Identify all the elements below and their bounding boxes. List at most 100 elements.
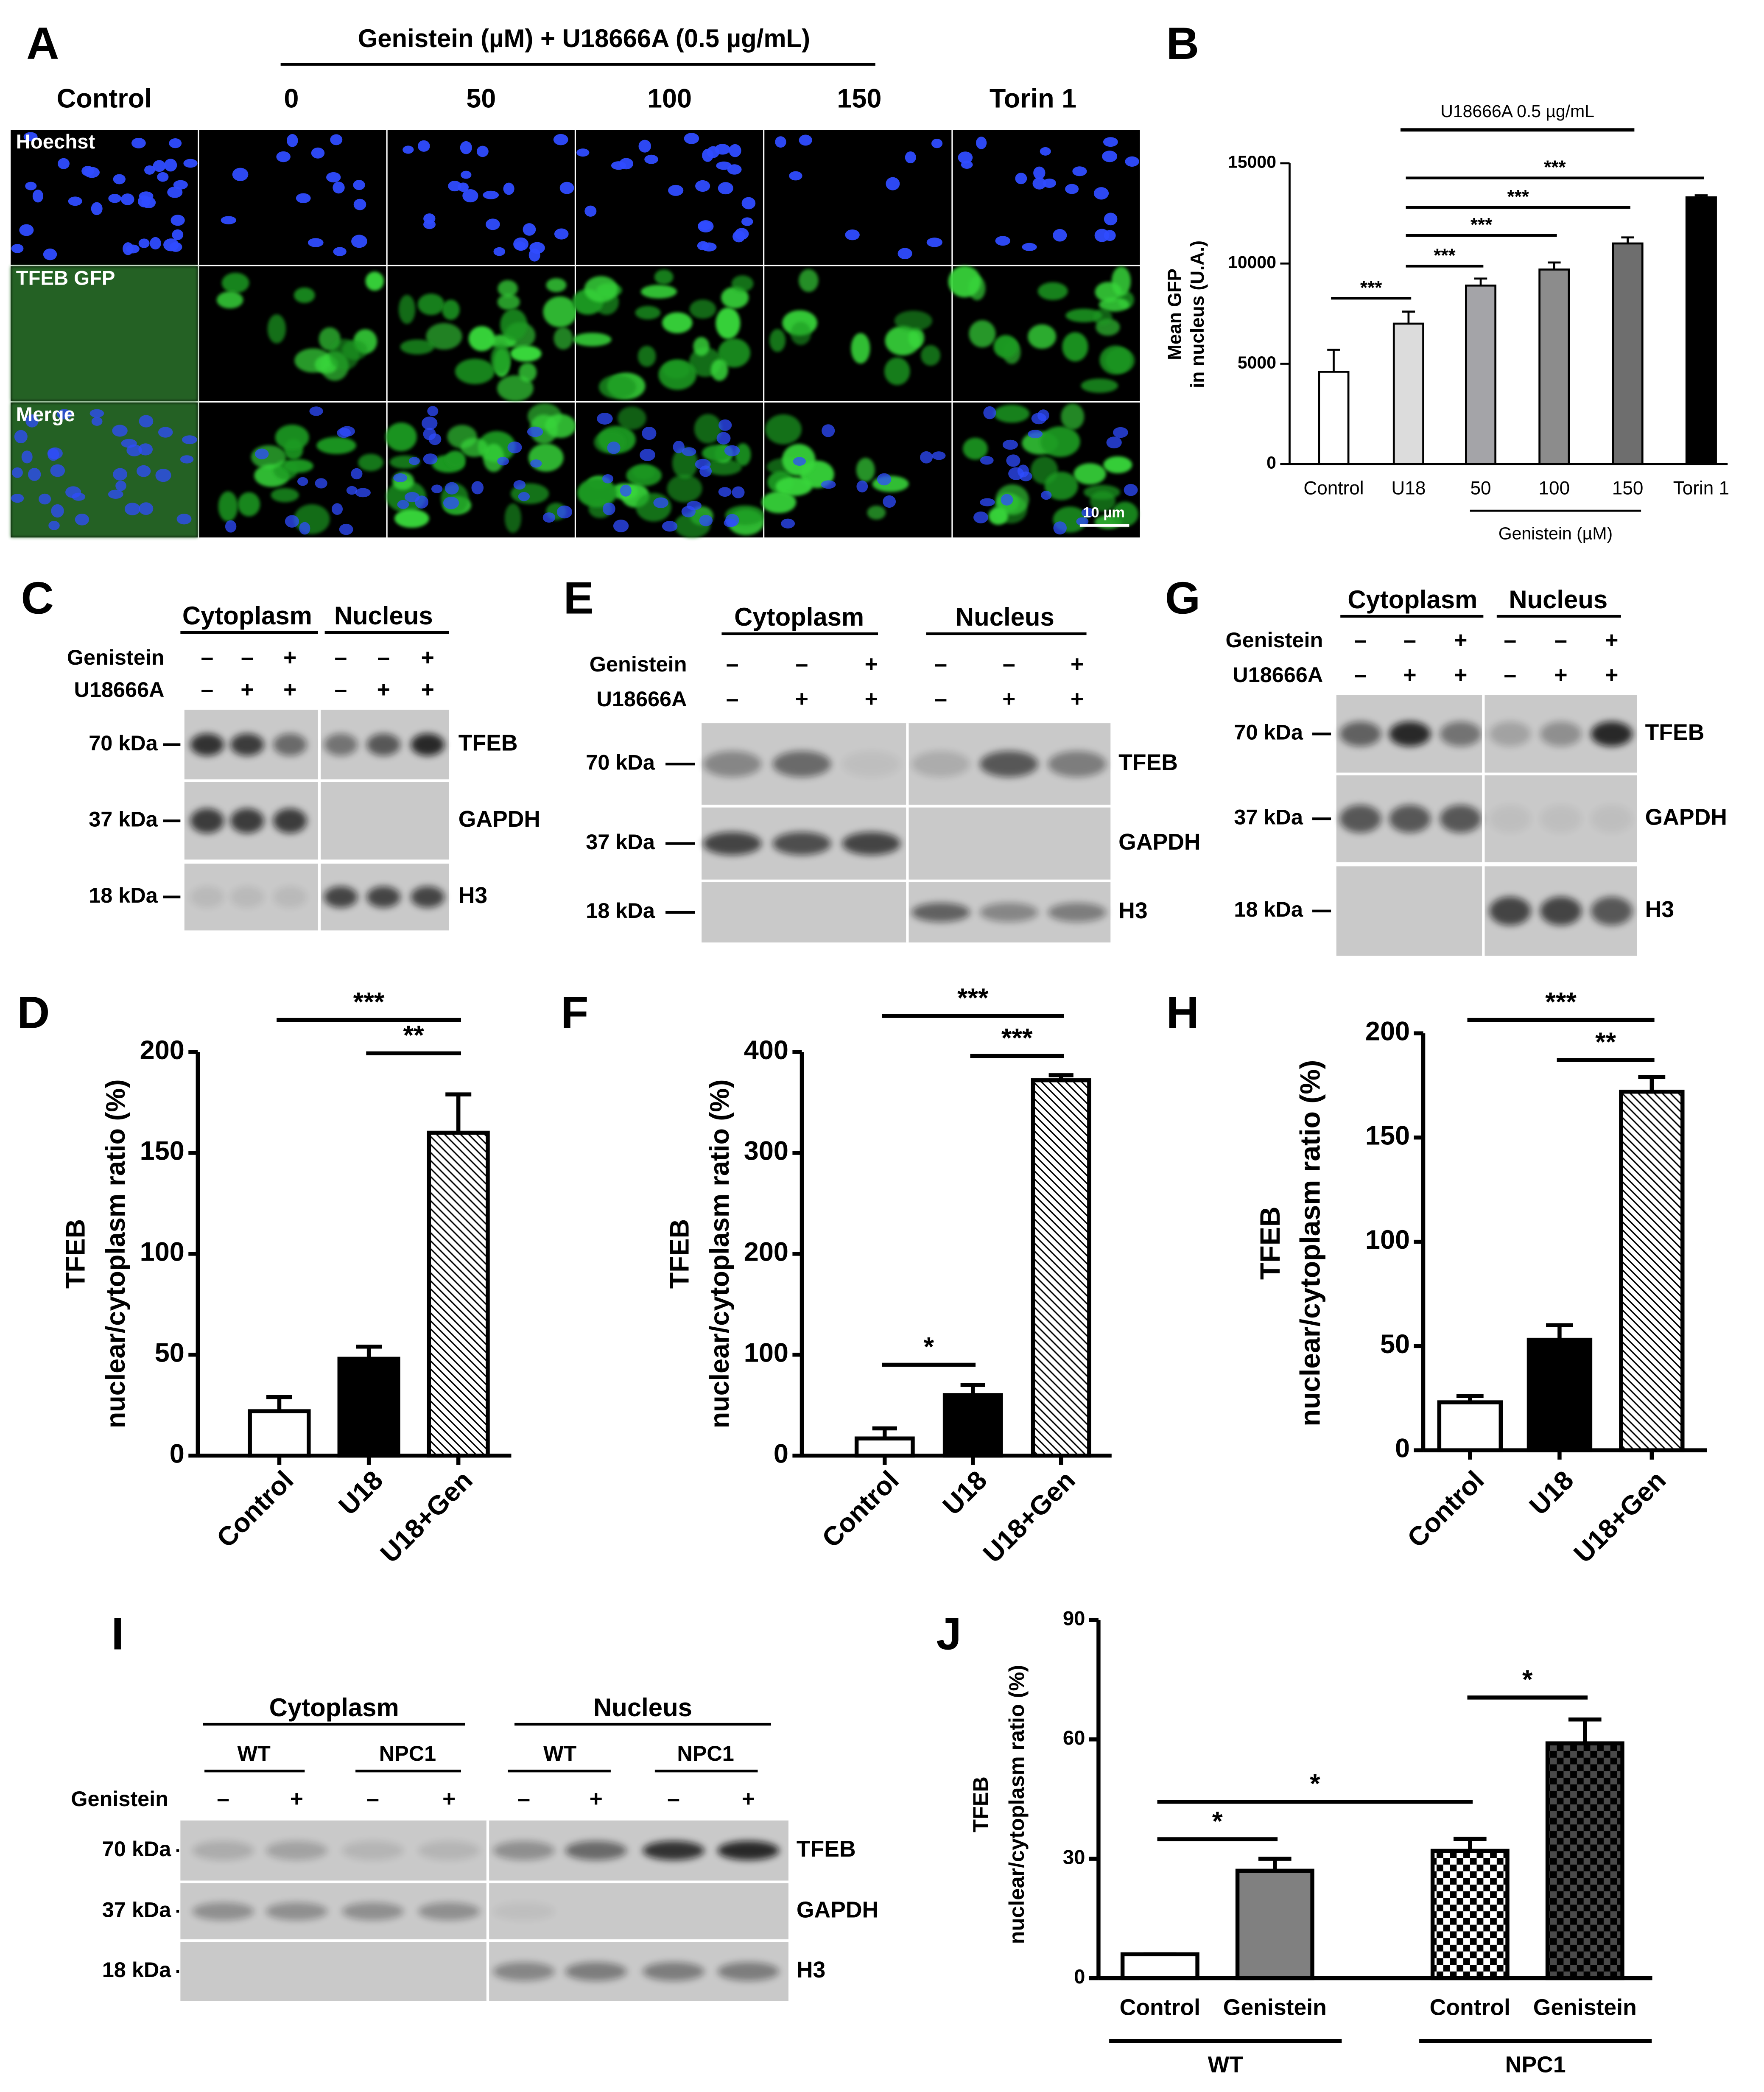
genotype-label: NPC1 [379,1741,436,1765]
blot-band [565,1841,627,1860]
protein-label: H3 [1645,897,1674,922]
nucleus [497,457,509,466]
bar [1685,196,1717,465]
nucleus [138,238,150,248]
bar [1235,1868,1314,1980]
gfp-cell [731,275,754,292]
nucleus [724,445,740,456]
panel-letter: J [936,1608,962,1659]
nucleus [793,457,806,466]
blot-band [1339,722,1381,747]
treatment-sign: – [377,645,390,670]
nucleus [333,182,345,194]
bar [1120,1952,1199,1980]
gfp-cell [294,287,315,303]
gfp-cell [920,345,941,366]
nucleus [976,137,987,149]
nucleus [698,221,712,230]
y-tick-label: 200 [744,1237,788,1267]
y-axis-label: nuclear/cytoplasm ratio (%) [705,1080,735,1429]
nucleus [89,409,104,418]
nucleus [528,248,540,262]
size-marker: 70 kDa [586,750,655,775]
nucleus [167,186,183,198]
size-marker: 70 kDa [102,1837,172,1861]
micrograph [387,266,577,402]
y-tick-label: 100 [1365,1225,1410,1255]
nucleus [1006,454,1020,467]
nucleus [221,216,237,224]
blot-band [230,886,264,908]
blot-band [980,751,1038,777]
column-label: Control [57,84,152,113]
y-tick-label: 0 [1074,1966,1085,1988]
gfp-cell [417,294,444,315]
nucleus [183,159,198,168]
nucleus [699,515,713,526]
gfp-cell [654,269,674,285]
gfp-cell [445,450,466,468]
treatment-sign: – [1354,663,1367,688]
micrograph [199,266,386,401]
nucleus [716,161,732,170]
nucleus [427,406,439,417]
blot-strip [1336,695,1637,773]
nucleus [523,223,536,236]
nucleus [144,165,155,175]
nucleus [682,447,696,456]
x-tick-label: U18 [1391,478,1426,498]
blot-strip [184,710,449,780]
gfp-cell [426,323,462,350]
nucleus [56,409,72,420]
gfp-cell [510,345,542,362]
micrograph [572,266,763,401]
group-label: Genistein (µM) [1498,524,1613,543]
nucleus [507,441,522,453]
size-marker: 18 kDa [586,898,655,923]
row-label: TFEB GFP [16,267,115,290]
nucleus [483,190,499,199]
bar [427,1130,490,1458]
blot-strip [184,863,449,931]
nucleus [19,224,34,236]
blot-band [1048,751,1107,777]
nucleus [136,465,151,477]
bar [1031,1078,1091,1458]
nucleus [12,467,23,478]
treatment-label: Genistein [67,645,165,669]
gfp-cell [1099,345,1132,375]
treatment-sign: + [1071,652,1084,677]
nucleus [232,168,249,182]
blot-band [418,1902,480,1921]
nucleus [556,505,573,519]
treatment-label: U18666A [1233,663,1323,687]
x-tick-label: U18+Gen [1568,1465,1672,1569]
nucleus [351,468,363,480]
panel-letter: C [21,573,54,624]
micrograph [11,402,198,538]
x-tick-label: Control [211,1465,299,1553]
gfp-cell [1065,308,1102,322]
bar [1619,1089,1685,1452]
x-tick-label: 150 [1612,478,1644,498]
nucleus [14,430,28,444]
protein-label: H3 [458,883,487,908]
nucleus [1102,151,1118,162]
nucleus [789,171,802,181]
gfp-cell [1037,282,1068,300]
nucleus [995,236,1011,246]
nucleus [124,503,140,515]
x-tick-label: Control [1120,1995,1200,2020]
nucleus [1001,494,1013,506]
size-marker: 37 kDa [586,830,655,854]
panel-letter: A [26,18,59,69]
nucleus [584,205,597,217]
gfp-cell [635,306,661,320]
gfp-cell [1028,324,1057,349]
nucleus [397,500,409,509]
gfp-cell [598,375,636,399]
blot-strip [1336,775,1637,862]
gfp-cell [275,425,309,450]
gfp-cell [790,322,811,345]
nucleus [311,147,325,159]
